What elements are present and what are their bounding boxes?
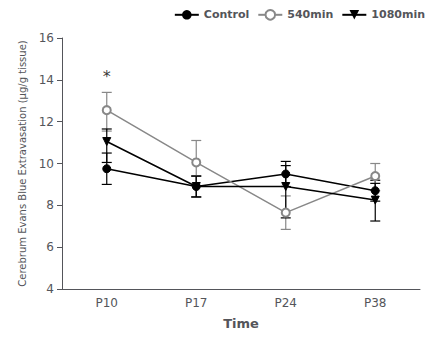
svg-text:540min: 540min: [287, 8, 333, 21]
svg-text:8: 8: [46, 198, 54, 212]
svg-text:Time: Time: [223, 316, 259, 331]
svg-text:10: 10: [39, 157, 54, 171]
svg-text:Control: Control: [204, 8, 249, 21]
svg-text:P24: P24: [274, 296, 297, 310]
svg-text:P10: P10: [95, 296, 118, 310]
svg-text:4: 4: [46, 282, 54, 296]
svg-text:14: 14: [39, 73, 54, 87]
svg-text:6: 6: [46, 240, 54, 254]
svg-text:Cerebrum Evans Blue Extravasat: Cerebrum Evans Blue Extravasation (μg/g …: [17, 40, 28, 287]
svg-text:16: 16: [39, 31, 54, 45]
svg-text:P17: P17: [185, 296, 208, 310]
svg-text:P38: P38: [364, 296, 387, 310]
svg-text:*: *: [103, 67, 111, 86]
svg-text:1080min: 1080min: [371, 8, 425, 21]
svg-text:12: 12: [39, 115, 54, 129]
